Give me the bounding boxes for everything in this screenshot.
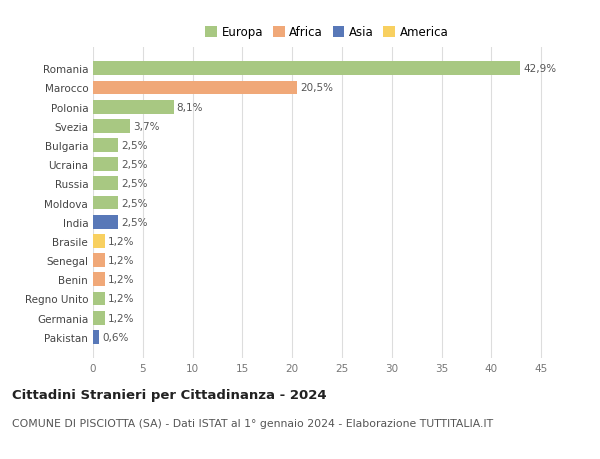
Bar bbox=[93, 292, 105, 306]
Text: 2,5%: 2,5% bbox=[121, 217, 148, 227]
Text: 2,5%: 2,5% bbox=[121, 179, 148, 189]
Text: 42,9%: 42,9% bbox=[523, 64, 556, 74]
Text: 2,5%: 2,5% bbox=[121, 160, 148, 170]
Bar bbox=[93, 177, 118, 191]
Bar bbox=[93, 311, 105, 325]
Text: 1,2%: 1,2% bbox=[108, 256, 134, 265]
Text: 0,6%: 0,6% bbox=[102, 332, 128, 342]
Bar bbox=[93, 62, 520, 76]
Text: 1,2%: 1,2% bbox=[108, 236, 134, 246]
Legend: Europa, Africa, Asia, America: Europa, Africa, Asia, America bbox=[205, 26, 449, 39]
Bar bbox=[93, 120, 130, 134]
Bar bbox=[93, 196, 118, 210]
Text: 1,2%: 1,2% bbox=[108, 274, 134, 285]
Bar bbox=[93, 158, 118, 172]
Bar bbox=[93, 330, 99, 344]
Text: 20,5%: 20,5% bbox=[300, 84, 333, 93]
Bar bbox=[93, 81, 297, 95]
Bar bbox=[93, 254, 105, 268]
Bar bbox=[93, 235, 105, 248]
Text: 3,7%: 3,7% bbox=[133, 122, 160, 132]
Bar bbox=[93, 273, 105, 286]
Text: 1,2%: 1,2% bbox=[108, 313, 134, 323]
Text: 2,5%: 2,5% bbox=[121, 141, 148, 151]
Text: Cittadini Stranieri per Cittadinanza - 2024: Cittadini Stranieri per Cittadinanza - 2… bbox=[12, 388, 326, 401]
Text: 1,2%: 1,2% bbox=[108, 294, 134, 304]
Text: 2,5%: 2,5% bbox=[121, 198, 148, 208]
Bar bbox=[93, 215, 118, 229]
Text: COMUNE DI PISCIOTTA (SA) - Dati ISTAT al 1° gennaio 2024 - Elaborazione TUTTITAL: COMUNE DI PISCIOTTA (SA) - Dati ISTAT al… bbox=[12, 418, 493, 428]
Bar bbox=[93, 101, 173, 114]
Text: 8,1%: 8,1% bbox=[176, 102, 203, 112]
Bar bbox=[93, 139, 118, 152]
